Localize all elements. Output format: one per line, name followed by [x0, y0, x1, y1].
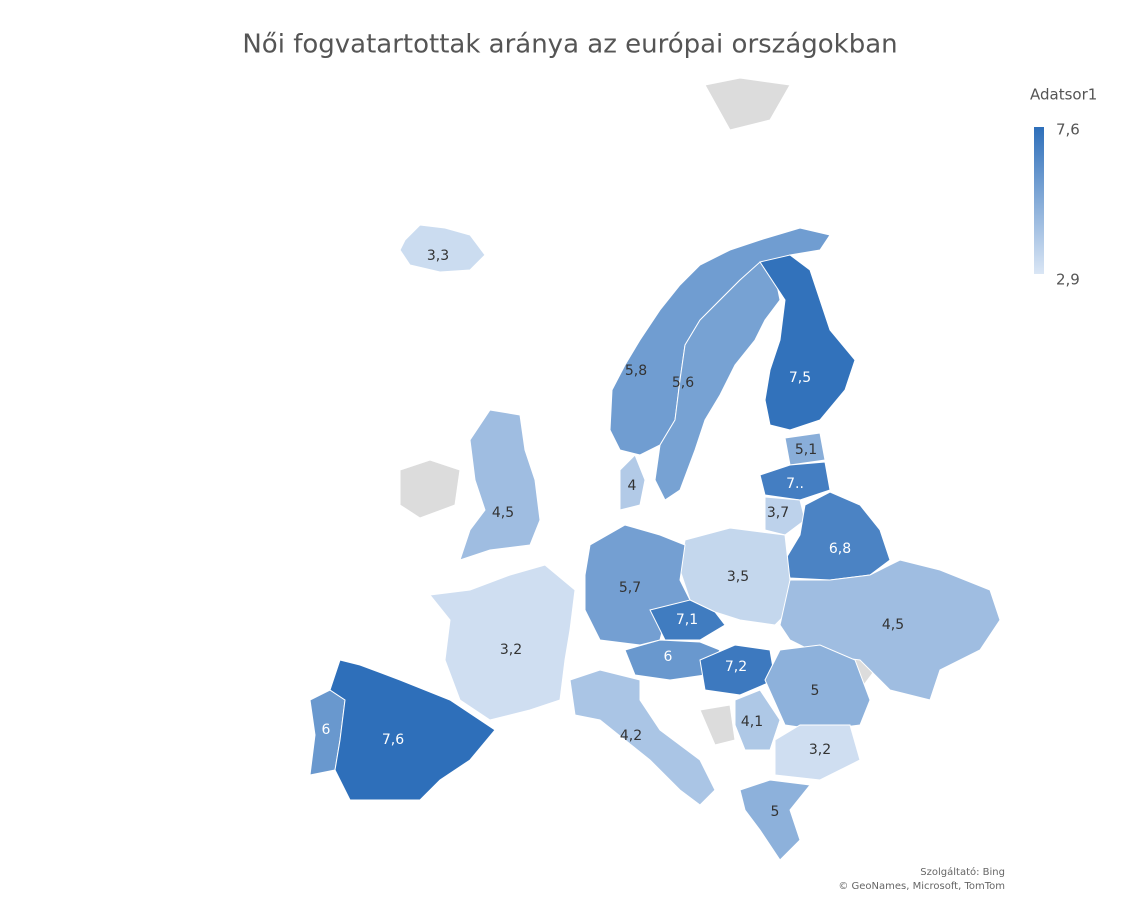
region [619, 454, 646, 511]
region [329, 659, 496, 801]
region [734, 689, 781, 751]
region-label: 7.. [786, 476, 804, 492]
region-label: 5,6 [672, 375, 694, 391]
map-title: Női fogvatartottak aránya az európai ors… [242, 30, 897, 60]
region-label: 4,2 [620, 728, 642, 744]
region-label: 3,2 [500, 642, 522, 658]
region-no-data [699, 704, 736, 746]
region [459, 409, 541, 561]
region-label: 6 [664, 649, 673, 665]
region [759, 254, 856, 431]
region-label: 5 [811, 683, 820, 699]
attribution: Szolgáltató: Bing [920, 866, 1005, 878]
legend-gradient [1034, 127, 1044, 274]
region-label: 3,5 [727, 569, 749, 585]
region-label: 7,6 [382, 732, 404, 748]
region [654, 261, 781, 501]
region [679, 527, 801, 626]
region-label: 5 [771, 804, 780, 820]
region-label: 7,1 [676, 612, 698, 628]
region-label: 7,2 [725, 659, 747, 675]
region-label: 4,1 [741, 714, 763, 730]
region [399, 224, 486, 273]
region-label: 4,5 [882, 617, 904, 633]
region-label: 3,3 [427, 248, 449, 264]
legend-title: Adatsor1 [1030, 86, 1097, 104]
region [774, 724, 861, 781]
region-label: 5,1 [795, 442, 817, 458]
region-label: 7,5 [789, 370, 811, 386]
region [759, 461, 831, 501]
region-label: 6 [322, 722, 331, 738]
region [569, 669, 716, 806]
region [429, 564, 576, 721]
region-label: 3,2 [809, 742, 831, 758]
region-label: 3,7 [767, 505, 789, 521]
region [764, 496, 806, 536]
legend-max: 7,6 [1056, 121, 1080, 139]
region-label: 5,7 [619, 580, 641, 596]
region-labels: 3,3 5,8 5,6 7,5 5,1 7.. 3,7 6,8 4 4,5 3,5 5,7 7,1 4,5… [322, 248, 905, 820]
region-label: 6,8 [829, 541, 851, 557]
region [784, 432, 826, 466]
legend-min: 2,9 [1056, 271, 1080, 289]
region-no-data [399, 459, 461, 519]
region-no-data [704, 77, 791, 131]
region [739, 779, 811, 861]
regions [309, 224, 1001, 861]
attribution: © GeoNames, Microsoft, TomTom [838, 881, 1005, 892]
region-label: 4 [628, 478, 637, 494]
region-label: 4,5 [492, 505, 514, 521]
region-label: 5,8 [625, 363, 647, 379]
